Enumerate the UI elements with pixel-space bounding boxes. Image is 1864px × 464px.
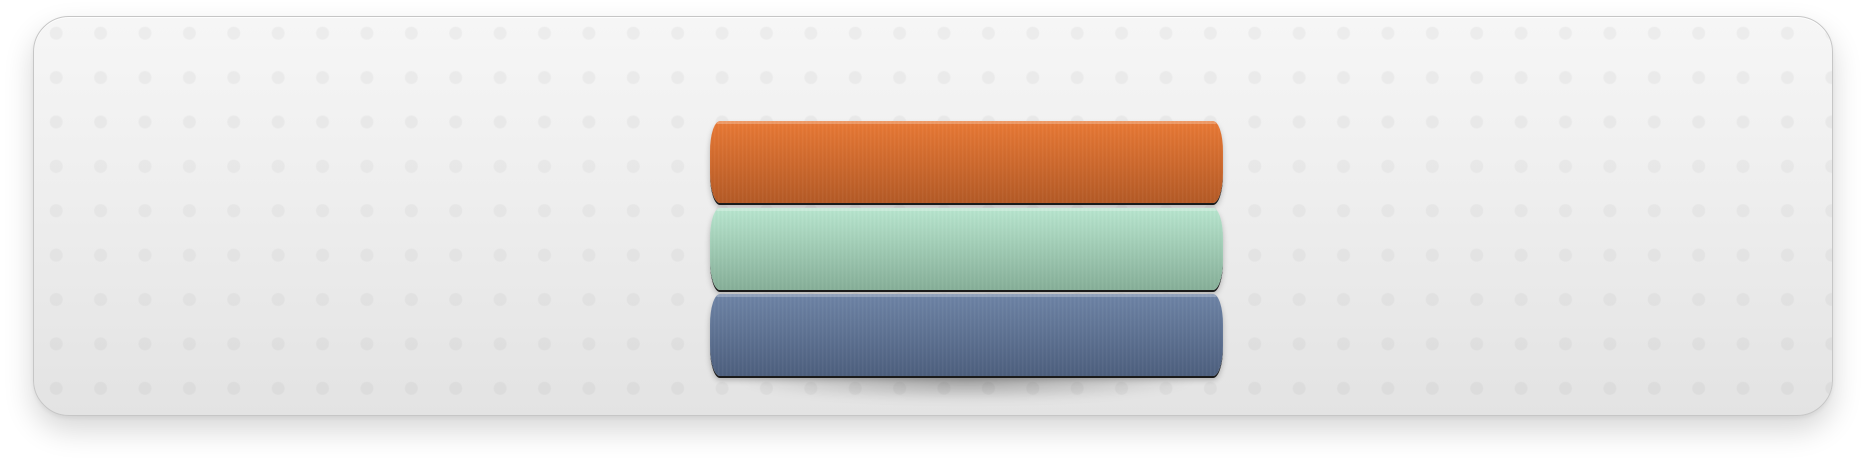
orange-book (710, 121, 1223, 203)
mint-book (710, 208, 1223, 290)
display-panel (33, 16, 1833, 416)
slate-book (710, 294, 1223, 376)
book-stack (710, 121, 1223, 401)
